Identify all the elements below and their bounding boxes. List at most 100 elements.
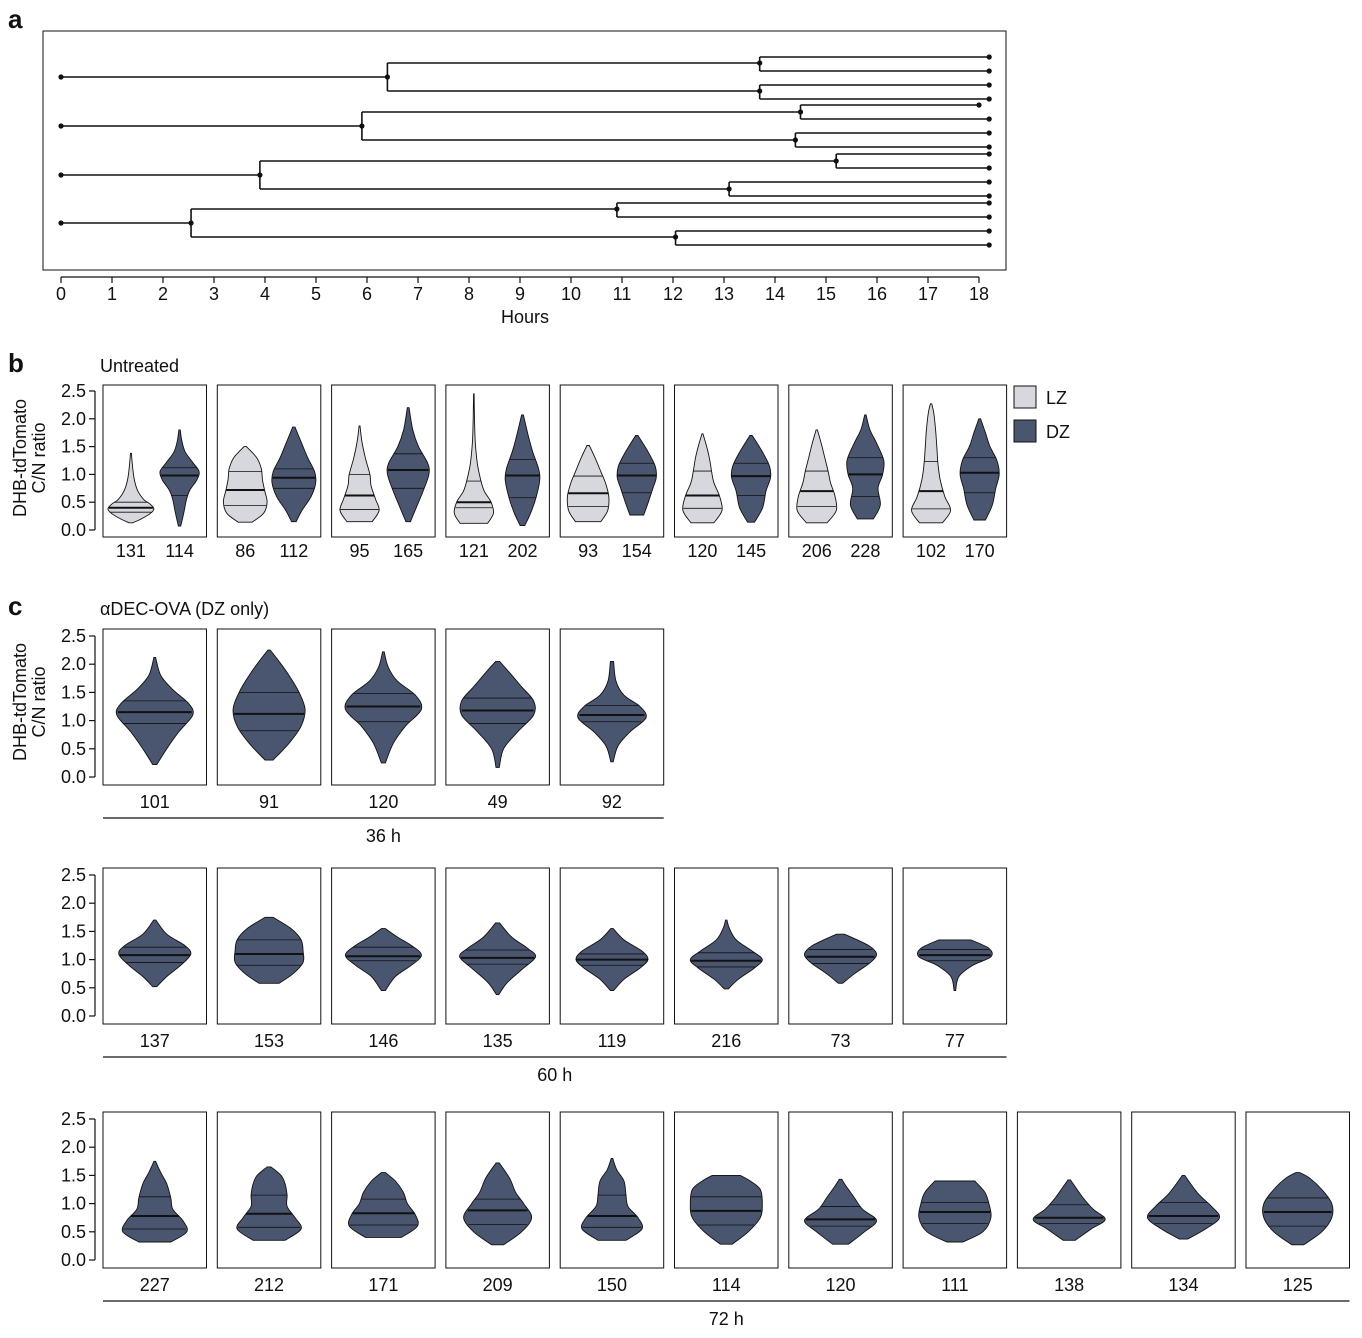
cell-count-label: 165 bbox=[393, 541, 423, 561]
cell-count-label: 170 bbox=[965, 541, 995, 561]
x-tick-label: 12 bbox=[663, 284, 683, 304]
violin-dz bbox=[236, 1166, 302, 1241]
y-tick-label: 1.0 bbox=[61, 464, 86, 484]
y-tick-label: 0.5 bbox=[61, 492, 86, 512]
cell-count-label: 131 bbox=[116, 541, 146, 561]
x-tick-label: 17 bbox=[918, 284, 938, 304]
panel-b-ylabel-line1: DHB-tdTomato bbox=[10, 399, 30, 517]
x-tick-label: 0 bbox=[56, 284, 66, 304]
leaf-node bbox=[986, 151, 992, 157]
violin-panel-frame bbox=[331, 628, 436, 786]
violin-dz bbox=[959, 418, 1000, 521]
violin-lz bbox=[222, 446, 268, 523]
hours-axis: 0 1 2 3 4 5 6 7 8 9 10 11 12 13 14 15 16 17 18 bbox=[56, 276, 989, 304]
root-node bbox=[58, 74, 64, 80]
cell-count-label: 125 bbox=[1283, 1275, 1313, 1295]
violin-panel-frame bbox=[559, 628, 665, 786]
y-tick-label: 0.5 bbox=[61, 739, 86, 759]
violin-dz bbox=[344, 928, 422, 992]
leaf-node bbox=[976, 102, 982, 108]
violin-panel-frame bbox=[102, 384, 207, 538]
leaf-node bbox=[986, 214, 992, 220]
violin-panel-frame bbox=[674, 867, 779, 1025]
violin-panel-frame bbox=[216, 384, 322, 538]
y-tick-label: 2.0 bbox=[61, 409, 86, 429]
x-tick-label: 18 bbox=[969, 284, 989, 304]
cell-count-label: 101 bbox=[140, 792, 170, 812]
violin-dz bbox=[730, 435, 772, 523]
cell-count-label: 206 bbox=[802, 541, 832, 561]
x-tick-label: 13 bbox=[714, 284, 734, 304]
violin-dz bbox=[233, 916, 305, 984]
violin-lz bbox=[796, 429, 838, 524]
cell-count-label: 227 bbox=[140, 1275, 170, 1295]
y-tick-label: 1.0 bbox=[61, 950, 86, 970]
cell-count-label: 91 bbox=[259, 792, 279, 812]
cell-count-label: 134 bbox=[1168, 1275, 1198, 1295]
cell-count-label: 121 bbox=[459, 541, 489, 561]
cell-count-label: 77 bbox=[945, 1031, 965, 1051]
y-tick-label: 1.5 bbox=[61, 682, 86, 702]
x-tick-label: 7 bbox=[413, 284, 423, 304]
x-tick-label: 6 bbox=[362, 284, 372, 304]
violin-dz bbox=[917, 939, 993, 992]
timepoint-label: 72 h bbox=[709, 1309, 744, 1329]
leaf-node bbox=[986, 116, 992, 122]
untreated-violins: 0.0 0.5 1.0 1.5 2.0 2.5 131 114 86 112 95 165 121 202… bbox=[61, 381, 1008, 561]
violin-panel-frame bbox=[331, 1111, 436, 1269]
violin-lz bbox=[107, 452, 155, 524]
violin-panel-frame bbox=[216, 1111, 322, 1269]
violin-panel-frame bbox=[102, 867, 207, 1025]
panel-c-ylabel-line2: C/N ratio bbox=[29, 666, 49, 737]
violin-panel-frame bbox=[1016, 1111, 1122, 1269]
cell-count-label: 146 bbox=[368, 1031, 398, 1051]
violin-panel-frame bbox=[102, 628, 207, 786]
y-tick-label: 1.5 bbox=[61, 437, 86, 457]
cell-count-label: 150 bbox=[597, 1275, 627, 1295]
violin-dz bbox=[386, 407, 430, 523]
leaf-node bbox=[986, 228, 992, 234]
cell-count-label: 114 bbox=[165, 541, 194, 561]
cell-count-label: 138 bbox=[1054, 1275, 1084, 1295]
legend-label-dz: DZ bbox=[1046, 422, 1070, 442]
violin-dz bbox=[118, 919, 192, 988]
y-tick-label: 2.5 bbox=[61, 626, 86, 646]
violin-dz bbox=[804, 933, 877, 984]
violin-panel-frame bbox=[902, 867, 1008, 1025]
y-tick-label: 1.0 bbox=[61, 1194, 86, 1214]
cell-count-label: 114 bbox=[712, 1275, 741, 1295]
cell-count-label: 216 bbox=[711, 1031, 741, 1051]
legend-swatch-dz bbox=[1013, 419, 1037, 443]
cell-count-label: 137 bbox=[140, 1031, 170, 1051]
y-tick-label: 2.0 bbox=[61, 1137, 86, 1157]
cell-count-label: 212 bbox=[254, 1275, 284, 1295]
x-tick-label: 11 bbox=[613, 284, 632, 304]
violin-panel-frame bbox=[216, 628, 322, 786]
y-tick-label: 0.0 bbox=[61, 1006, 86, 1026]
x-tick-label: 1 bbox=[107, 284, 117, 304]
leaf-node bbox=[986, 82, 992, 88]
violin-dz bbox=[232, 649, 306, 761]
violin-panel-frame bbox=[788, 384, 893, 538]
panel-label-a: a bbox=[8, 4, 23, 34]
leaf-node bbox=[986, 96, 992, 102]
violin-dz bbox=[1146, 1174, 1221, 1240]
cell-count-label: 95 bbox=[350, 541, 370, 561]
leaf-node bbox=[986, 165, 992, 171]
leaf-node bbox=[986, 193, 992, 199]
x-tick-label: 5 bbox=[311, 284, 321, 304]
violin-panel-frame bbox=[102, 1111, 207, 1269]
cell-count-label: 135 bbox=[483, 1031, 513, 1051]
violin-dz bbox=[804, 1178, 877, 1245]
cell-count-label: 145 bbox=[736, 541, 766, 561]
legend: LZ DZ bbox=[1013, 385, 1070, 443]
cell-count-label: 49 bbox=[488, 792, 508, 812]
legend-swatch-lz bbox=[1013, 385, 1037, 409]
violin-panel-frame bbox=[559, 867, 665, 1025]
violin-panel-frame bbox=[445, 867, 550, 1025]
y-tick-label: 2.5 bbox=[61, 865, 86, 885]
y-tick-label: 0.0 bbox=[61, 1250, 86, 1270]
adec-ova-violins: 0.0 0.5 1.0 1.5 2.0 2.5 101 91 120 49 92 36 h 0.0 0.5… bbox=[61, 626, 1350, 1329]
x-tick-label: 15 bbox=[816, 284, 836, 304]
violin-panel-frame bbox=[331, 384, 436, 538]
